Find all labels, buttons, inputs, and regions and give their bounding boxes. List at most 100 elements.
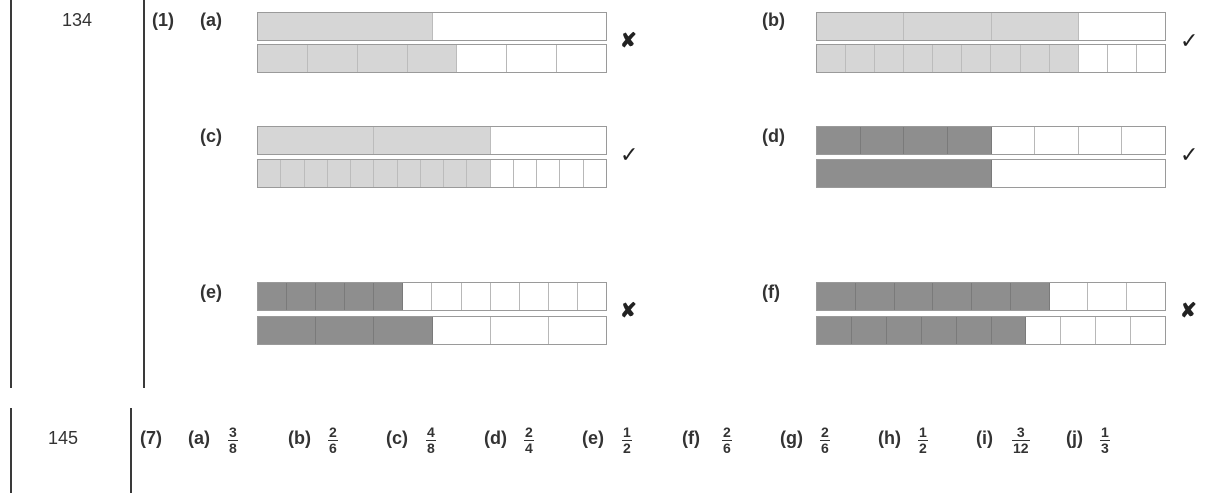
bar-segment (1127, 283, 1165, 310)
answer-label-j: (j) (1066, 428, 1083, 448)
bar-segment (351, 160, 375, 187)
answer-label-c: (c) (386, 428, 408, 448)
fraction-line (918, 440, 928, 442)
bar-segment (846, 45, 876, 72)
bar-segment (491, 160, 514, 187)
bar-segment (1088, 283, 1128, 310)
bar-segment (537, 160, 561, 187)
fraction-bar-b-top (816, 12, 1166, 41)
bar-segment (860, 127, 905, 154)
bar-segment (281, 160, 305, 187)
bar-segment (327, 160, 352, 187)
fraction-line (328, 440, 338, 442)
fraction-bar-a-top (257, 12, 607, 41)
bar-segment (432, 283, 462, 310)
left-rule-bottom (10, 408, 12, 493)
fraction-bar-e-top (257, 282, 607, 311)
fraction-line (524, 440, 534, 442)
numerator: 1 (919, 424, 927, 440)
item-label-a: (a) (200, 10, 222, 30)
bar-segment (316, 317, 375, 344)
numerator: 4 (427, 424, 435, 440)
bar-segment (374, 317, 433, 344)
bar-segment (991, 13, 1079, 40)
fraction-bar-d-bottom (816, 159, 1166, 188)
bar-segment (1079, 127, 1123, 154)
bar-segment (1050, 283, 1089, 310)
answer-label-f: (f) (682, 428, 700, 448)
fraction-bar-d-top (816, 126, 1166, 155)
bar-segment (557, 45, 606, 72)
bar-segment (578, 283, 606, 310)
bar-segment (817, 127, 861, 154)
bar-segment (549, 317, 606, 344)
fraction-bar-c-bottom (257, 159, 607, 188)
numerator: 1 (623, 424, 631, 440)
numerator: 2 (821, 424, 829, 440)
denominator: 8 (427, 440, 435, 457)
numerator: 2 (525, 424, 533, 440)
bar-segment (258, 127, 375, 154)
bar-segment (904, 45, 934, 72)
answer-label-b: (b) (288, 428, 311, 448)
bar-segment (1108, 45, 1137, 72)
denominator: 2 (919, 440, 927, 457)
bar-segment (491, 317, 549, 344)
bar-segment (875, 45, 905, 72)
page-number-134: 134 (62, 10, 93, 30)
left-rule-top (10, 0, 12, 388)
column-rule-bottom (130, 408, 132, 493)
bar-segment (947, 127, 992, 154)
answer-label-i: (i) (976, 428, 993, 448)
fraction-bar-a-bottom (257, 44, 607, 73)
bar-segment (1131, 317, 1165, 344)
fraction-bar-f-bottom (816, 316, 1166, 345)
fraction-line (426, 440, 436, 442)
bar-segment (1079, 13, 1165, 40)
bar-segment (304, 160, 328, 187)
bar-segment (817, 13, 905, 40)
answer-fraction-i: 3 12 (1012, 425, 1030, 456)
bar-segment (433, 13, 607, 40)
bar-segment (1049, 45, 1079, 72)
bar-segment (287, 283, 317, 310)
bar-segment (374, 283, 404, 310)
check-mark-icon: ✓ (620, 142, 639, 167)
fraction-bar-f-top (816, 282, 1166, 311)
bar-segment (462, 283, 491, 310)
bar-segment (467, 160, 491, 187)
denominator: 12 (1013, 440, 1029, 457)
bar-segment (962, 45, 992, 72)
bar-segment (992, 127, 1036, 154)
bar-segment (933, 45, 963, 72)
bar-segment (894, 283, 934, 310)
bar-segment (258, 13, 433, 40)
numerator: 2 (329, 424, 337, 440)
denominator: 4 (525, 440, 533, 457)
bar-segment (1137, 45, 1165, 72)
answer-label-g: (g) (780, 428, 803, 448)
denominator: 3 (1101, 440, 1109, 457)
bar-segment (374, 160, 398, 187)
bar-segment (904, 13, 992, 40)
numerator: 3 (1016, 424, 1025, 440)
bar-segment (1010, 283, 1050, 310)
denominator: 6 (329, 440, 337, 457)
bar-segment (972, 283, 1011, 310)
bar-segment (956, 317, 992, 344)
fraction-bar-b-bottom (816, 44, 1166, 73)
question-number-1: (1) (152, 10, 174, 30)
cross-mark-icon: ✘ (620, 300, 637, 322)
item-label-e: (e) (200, 282, 222, 302)
bar-segment (921, 317, 957, 344)
question-number-7: (7) (140, 428, 162, 448)
bar-segment (851, 317, 887, 344)
bar-segment (549, 283, 578, 310)
